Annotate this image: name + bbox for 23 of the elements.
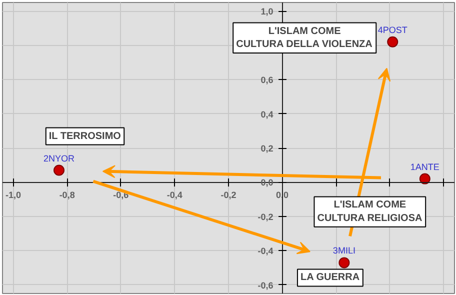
point	[54, 164, 64, 176]
annotation: 1ANTE	[410, 162, 440, 172]
x-tick-label: -0,4	[166, 190, 182, 200]
y-tick-label: 0,2	[260, 144, 274, 154]
y-tick-label: -0,2	[258, 212, 274, 222]
annotation: L'ISLAM COME CULTURA DELLA VIOLENZA	[236, 26, 372, 50]
y-tick-label: 0,6	[260, 75, 274, 86]
annotation: IL TERROSIMO	[48, 130, 122, 142]
annotation: L'ISLAM COME CULTURA RELIGIOSA	[317, 200, 422, 224]
annotation: 3MILI	[332, 246, 356, 256]
y-tick-label: 1,0	[260, 6, 274, 17]
x-tick-label: -0,2	[220, 190, 236, 200]
y-tick-label: 0,4	[260, 109, 274, 120]
x-tick-label: -0,8	[59, 190, 75, 200]
point	[419, 173, 430, 184]
point	[338, 257, 350, 268]
y-tick-label: -0,6	[258, 280, 274, 290]
annotation: 4POST	[378, 24, 408, 35]
y-tick-label: -0,4	[258, 246, 274, 256]
point	[387, 36, 398, 48]
annotation: LA GUERRA	[300, 272, 360, 284]
x-tick-label: -1,0	[6, 190, 22, 200]
annotation: 2NYOR	[43, 153, 76, 164]
